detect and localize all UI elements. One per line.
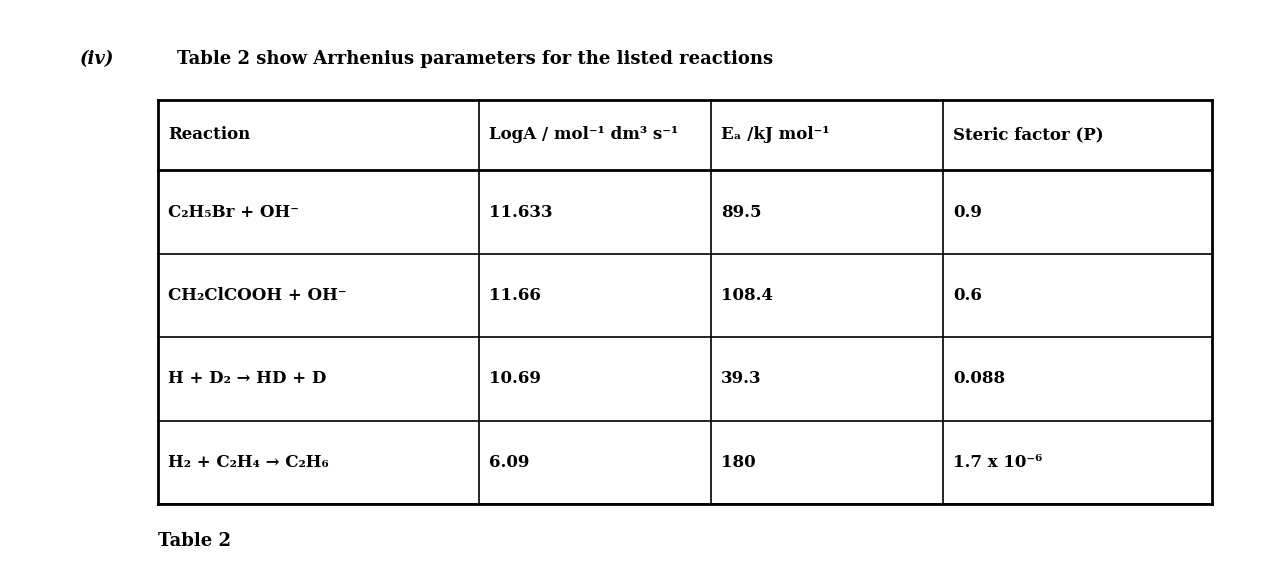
Text: Table 2: Table 2 [158, 532, 231, 550]
Text: H + D₂ → HD + D: H + D₂ → HD + D [168, 370, 326, 387]
Bar [158, 100, 1212, 504]
Text: H₂ + C₂H₄ → C₂H₆: H₂ + C₂H₄ → C₂H₆ [168, 454, 328, 471]
Text: 11.66: 11.66 [490, 287, 541, 304]
Text: Reaction: Reaction [168, 127, 250, 144]
Text: 89.5: 89.5 [721, 203, 761, 220]
Text: Steric factor (P): Steric factor (P) [953, 127, 1103, 144]
Text: Table 2 show Arrhenius parameters for the listed reactions: Table 2 show Arrhenius parameters for th… [177, 50, 772, 68]
Text: 6.09: 6.09 [490, 454, 530, 471]
Text: 11.633: 11.633 [490, 203, 553, 220]
Text: 1.7 x 10⁻⁶: 1.7 x 10⁻⁶ [953, 454, 1042, 471]
Text: Eₐ /kJ mol⁻¹: Eₐ /kJ mol⁻¹ [721, 127, 829, 144]
Text: 39.3: 39.3 [721, 370, 762, 387]
Text: CH₂ClCOOH + OH⁻: CH₂ClCOOH + OH⁻ [168, 287, 347, 304]
Text: 180: 180 [721, 454, 756, 471]
Text: 0.9: 0.9 [953, 203, 982, 220]
Text: 10.69: 10.69 [490, 370, 541, 387]
Text: LogA / mol⁻¹ dm³ s⁻¹: LogA / mol⁻¹ dm³ s⁻¹ [490, 127, 679, 144]
Text: 0.088: 0.088 [953, 370, 1005, 387]
Text: 108.4: 108.4 [721, 287, 774, 304]
Text: (iv): (iv) [80, 50, 114, 68]
Text: C₂H₅Br + OH⁻: C₂H₅Br + OH⁻ [168, 203, 299, 220]
Text: 0.6: 0.6 [953, 287, 982, 304]
